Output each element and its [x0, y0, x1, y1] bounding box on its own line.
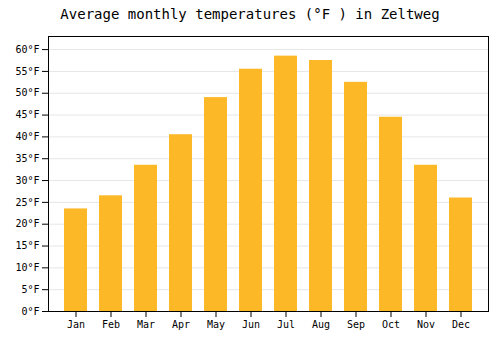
svg-text:Jun: Jun	[242, 319, 260, 330]
svg-text:Dec: Dec	[452, 319, 470, 330]
svg-text:45°F: 45°F	[15, 109, 39, 120]
svg-text:25°F: 25°F	[15, 197, 39, 208]
svg-text:60°F: 60°F	[15, 44, 39, 55]
svg-text:Jul: Jul	[277, 319, 295, 330]
svg-text:0°F: 0°F	[21, 306, 39, 317]
svg-text:Aug: Aug	[312, 319, 330, 330]
svg-text:Jan: Jan	[67, 319, 85, 330]
svg-text:Mar: Mar	[137, 319, 155, 330]
svg-text:May: May	[207, 319, 225, 330]
svg-text:20°F: 20°F	[15, 218, 39, 229]
svg-text:35°F: 35°F	[15, 153, 39, 164]
svg-text:5°F: 5°F	[21, 284, 39, 295]
svg-text:30°F: 30°F	[15, 175, 39, 186]
svg-text:10°F: 10°F	[15, 262, 39, 273]
svg-text:55°F: 55°F	[15, 66, 39, 77]
svg-text:Oct: Oct	[382, 319, 400, 330]
svg-text:50°F: 50°F	[15, 87, 39, 98]
svg-text:Sep: Sep	[347, 319, 365, 330]
svg-text:Apr: Apr	[172, 319, 190, 330]
svg-text:40°F: 40°F	[15, 131, 39, 142]
svg-text:Feb: Feb	[102, 319, 120, 330]
svg-text:15°F: 15°F	[15, 240, 39, 251]
html-text:Average monthly temperatures (: Average monthly temperatures (°F ) in Ze…	[60, 6, 440, 22]
svg-text:Nov: Nov	[417, 319, 435, 330]
